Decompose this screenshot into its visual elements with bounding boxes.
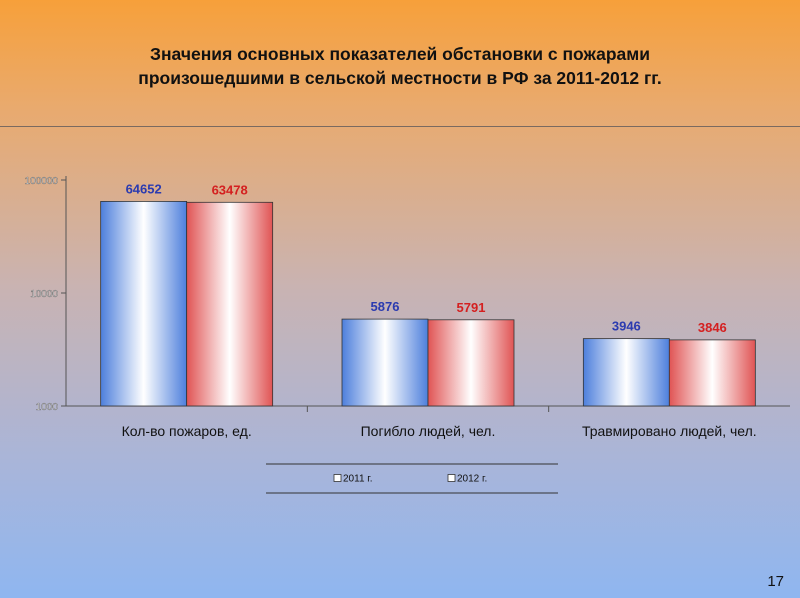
data-label: 3846 [698, 320, 727, 335]
legend-swatch-2011 [333, 474, 342, 482]
bar-2011 [100, 201, 188, 407]
x-category-label: Кол-во пожаров, ед. [122, 423, 252, 439]
bar-2012 [668, 339, 756, 407]
page-number: 17 [767, 573, 784, 590]
data-label: 5791 [457, 300, 486, 315]
y-tick-label: 10000 [30, 289, 58, 300]
data-label: 63478 [212, 182, 248, 197]
title-line-1: Значения основных показателей обстановки… [150, 44, 650, 64]
y-tick-label: 1000 [36, 402, 59, 413]
bar-2012 [427, 319, 515, 407]
data-label: 3946 [612, 319, 641, 334]
title-line-2: произошедшими в сельской местности в РФ … [138, 68, 662, 88]
legend-label-2012: 2012 г. [457, 474, 487, 485]
x-category-label: Травмировано людей, чел. [582, 423, 757, 439]
bar-2011 [341, 318, 429, 407]
y-tick-label: 100000 [25, 176, 59, 187]
data-label: 64652 [126, 181, 162, 196]
legend-label-2011: 2011 г. [343, 474, 373, 485]
data-label: 5876 [371, 299, 400, 314]
title-divider [0, 126, 800, 127]
bar-2012 [186, 201, 274, 407]
bar-2011 [582, 338, 670, 407]
x-category-label: Погибло людей, чел. [361, 423, 496, 439]
page-title: Значения основных показателей обстановки… [0, 42, 800, 90]
legend-swatch-2012 [447, 474, 456, 482]
